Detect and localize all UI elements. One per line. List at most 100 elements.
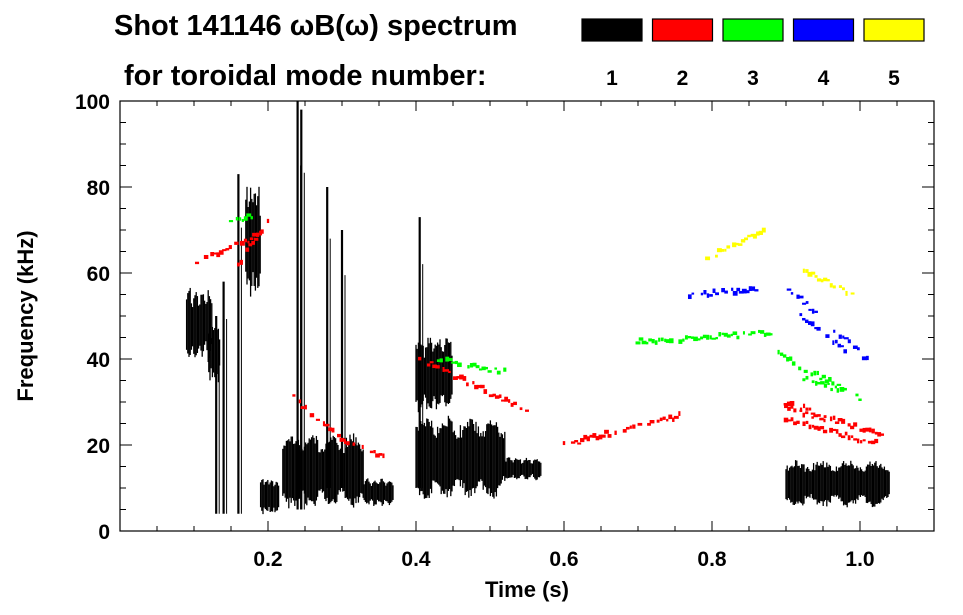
spectrum-point [246, 213, 252, 217]
spectrum-point [838, 334, 842, 339]
spectrum-point [730, 333, 733, 337]
spectrum-point [574, 440, 579, 443]
spectrum-point [808, 424, 812, 430]
spectrum-point [813, 414, 818, 418]
spectrum-point [508, 399, 511, 403]
spectrum-point [807, 321, 812, 325]
spectrum-point [260, 229, 264, 234]
spectrum-point [586, 436, 590, 442]
spectrum-point [466, 382, 469, 387]
spectrum-point [684, 335, 688, 340]
legend-swatch-4 [792, 18, 855, 42]
spectrum-point [678, 411, 681, 416]
spectrum-point [742, 331, 745, 335]
spectrum-point [629, 425, 632, 429]
spectrum-point [245, 247, 250, 252]
spectrum-point [501, 399, 506, 402]
spectrum-point [865, 427, 869, 432]
spectrum-point [706, 293, 710, 298]
chart-title-line2: for toroidal mode number: [124, 60, 487, 92]
spectrum-point [252, 232, 257, 237]
spectrum-point [779, 352, 784, 356]
spectrum-point [673, 415, 679, 419]
spectrum-point [802, 268, 805, 273]
spectrum-point [737, 243, 743, 246]
x-axis-label: Time (s) [485, 577, 569, 602]
spectrum-point [814, 310, 818, 313]
spectrum-point [837, 418, 843, 422]
spectrum-point [837, 343, 842, 348]
spectrum-point [720, 249, 725, 252]
x-tick-label: 1.0 [845, 548, 874, 571]
spectrum-point [814, 327, 817, 330]
spectrum-point [850, 292, 855, 295]
spectrum-point [668, 414, 673, 420]
spectrum-point [811, 424, 815, 428]
y-tick-label: 0 [98, 521, 110, 544]
spectrum-point [487, 370, 492, 373]
y-tick-label: 80 [87, 177, 110, 200]
spectrum-point [750, 233, 754, 237]
spectrum-point [352, 442, 356, 446]
spectrum-point [238, 217, 242, 221]
spectrum-point [210, 252, 215, 257]
spectrum-point [724, 290, 728, 294]
x-axis: 0.2 0.4 0.6 0.8 1.0 [156, 101, 898, 571]
spectrum-point [802, 302, 807, 305]
spectrum-point [726, 245, 731, 249]
spectrum-point [481, 366, 486, 371]
spectrum-point [833, 329, 836, 333]
spectrum-point [472, 362, 477, 367]
spectrum-point [337, 433, 341, 438]
legend-swatch-2 [651, 18, 714, 42]
spectrum-point [830, 387, 833, 392]
spectrum-point [598, 434, 603, 440]
spectrum-point [871, 440, 876, 445]
spectrum-point [847, 423, 851, 427]
spectrum-point [662, 416, 666, 420]
spectrum-point [213, 252, 217, 255]
spectrum-point [855, 393, 859, 397]
legend-swatch-5 [863, 18, 925, 42]
spectrum-point [756, 231, 760, 236]
x-tick-label: 0.2 [253, 548, 282, 571]
x-tick-label: 0.8 [697, 548, 727, 571]
spectrum-point [748, 286, 752, 292]
spectrum-point [373, 450, 376, 454]
spectrum-point [300, 406, 306, 410]
spectrum-point [721, 287, 725, 293]
spectrum-point [562, 441, 566, 446]
spectrum-point [249, 237, 254, 241]
spectrum-point [744, 237, 749, 241]
spectrum-point [436, 359, 440, 362]
spectrum-point [724, 248, 727, 252]
legend-label-1: 1 [606, 67, 618, 90]
spectrum-point [658, 337, 661, 342]
spectrum-point [856, 438, 860, 444]
spectrum-point [796, 420, 800, 424]
spectrum-point [442, 367, 445, 372]
spectrum-point [715, 292, 719, 296]
spectrum-point [234, 241, 239, 245]
y-tick-label: 100 [75, 91, 110, 114]
spectrum-point [821, 374, 826, 379]
spectrum-point [819, 377, 823, 381]
spectrum-point [791, 361, 796, 366]
spectrum-point [445, 356, 450, 362]
spectrum-point [853, 438, 858, 441]
spectrum-point [819, 417, 824, 421]
spectrum-point [862, 439, 866, 442]
spectrum-point [828, 376, 832, 382]
spectrum-point [250, 216, 253, 220]
spectrum-point [808, 308, 812, 311]
spectrum-point [787, 406, 791, 411]
spectrum-point [805, 407, 809, 411]
spectrum-point [811, 380, 815, 384]
spectrum-point [827, 382, 830, 385]
spectrum-point [808, 407, 812, 411]
spectrum-point [805, 269, 809, 273]
spectrum-point [810, 271, 816, 275]
spectrum-point [782, 354, 787, 358]
chart-title-line1: Shot 141146 ωB(ω) spectrum [114, 10, 518, 42]
spectrum-point [664, 338, 667, 343]
